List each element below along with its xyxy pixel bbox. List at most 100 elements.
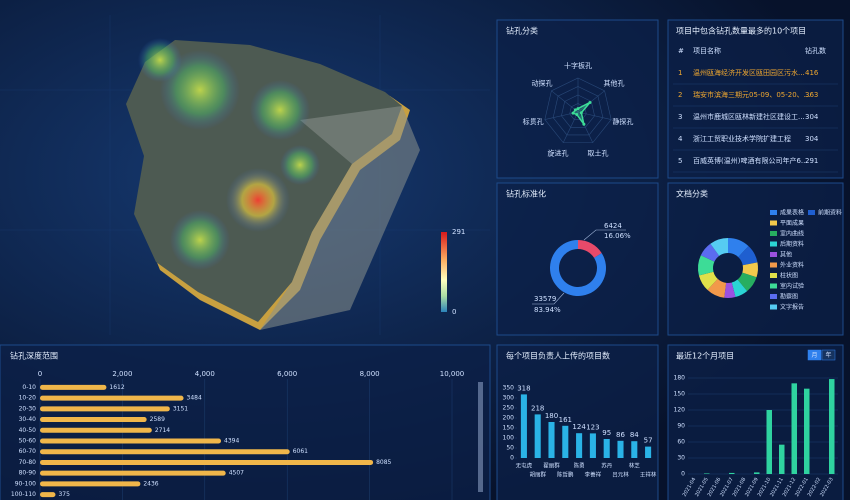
table-cell: 304 bbox=[805, 113, 819, 121]
x-tick-label: 10,000 bbox=[440, 370, 465, 378]
legend-swatch bbox=[770, 273, 777, 278]
bar bbox=[534, 414, 541, 458]
bar bbox=[40, 459, 374, 465]
legend-swatch bbox=[770, 231, 777, 236]
heat-spot bbox=[170, 210, 230, 270]
x-tick-label: 0 bbox=[38, 370, 42, 378]
table-cell: 瑞安市滨海三期元05-09、05-20、... bbox=[693, 90, 810, 99]
y-tick-label: 200 bbox=[503, 415, 515, 422]
x-tick-label: 2,000 bbox=[112, 370, 132, 378]
y-tick-label: 0 bbox=[510, 455, 514, 462]
bar bbox=[40, 406, 170, 412]
radar-spoke bbox=[577, 90, 605, 113]
donut-segment bbox=[710, 238, 728, 256]
value-label: 6061 bbox=[293, 448, 308, 455]
radar-point bbox=[571, 111, 575, 115]
x-tick-label: 李善祥 bbox=[585, 471, 602, 479]
x-tick-label: 6,000 bbox=[277, 370, 297, 378]
value-label: 2714 bbox=[155, 427, 170, 434]
panel-title: 最近12个月项目 bbox=[676, 351, 734, 361]
panel-title: 每个项目负责人上传的项目数 bbox=[506, 351, 610, 361]
radar-ring bbox=[552, 86, 604, 136]
panel-title: 文档分类 bbox=[676, 189, 708, 199]
bar bbox=[40, 417, 147, 423]
bar bbox=[704, 473, 710, 474]
bar bbox=[645, 446, 652, 458]
radar-point bbox=[576, 107, 580, 111]
legend-swatch bbox=[770, 252, 777, 257]
radar-indicator: 标贯孔 bbox=[523, 117, 544, 126]
toggle-label[interactable]: 月 bbox=[811, 352, 817, 359]
table-cell: 4 bbox=[678, 135, 683, 143]
toggle-button[interactable] bbox=[821, 349, 836, 361]
x-tick-label: 陈勇 bbox=[574, 462, 585, 470]
leader-line bbox=[532, 292, 565, 305]
bar bbox=[520, 394, 527, 458]
radar-ring bbox=[561, 94, 595, 128]
bar bbox=[603, 439, 610, 458]
heat-spot bbox=[280, 145, 320, 185]
y-tick-label: 300 bbox=[503, 395, 515, 402]
donut-segment bbox=[731, 279, 748, 298]
y-tick-label: 150 bbox=[674, 391, 686, 398]
bar bbox=[40, 481, 141, 487]
x-tick-label: 8,000 bbox=[360, 370, 380, 378]
value-label: 84 bbox=[630, 431, 639, 439]
donut-segment bbox=[550, 240, 607, 296]
table-cell: 2 bbox=[678, 91, 682, 99]
table-cell: 363 bbox=[805, 91, 818, 99]
panel bbox=[667, 19, 844, 179]
legend-label: 前期资料 bbox=[818, 209, 842, 217]
table-cell: 5 bbox=[678, 157, 682, 165]
donut-segment bbox=[700, 243, 720, 262]
value-label: 375 bbox=[58, 491, 70, 498]
y-tick-label: 100 bbox=[503, 435, 515, 442]
legend-label: 室内试验 bbox=[780, 282, 804, 290]
panel-title: 钻孔标准化 bbox=[506, 189, 546, 199]
table-header: 项目名称 bbox=[693, 46, 721, 55]
y-tick-label: 60 bbox=[677, 439, 685, 446]
value-label: 4394 bbox=[224, 438, 239, 445]
legend-label: 文字报告 bbox=[780, 303, 804, 311]
legend-swatch bbox=[770, 262, 777, 268]
radar-spoke bbox=[551, 90, 579, 113]
toggle-button[interactable] bbox=[807, 349, 822, 361]
y-tick-label: 50 bbox=[506, 445, 514, 452]
bar bbox=[562, 425, 569, 458]
table-cell: 416 bbox=[805, 69, 819, 77]
bar bbox=[576, 433, 583, 458]
map: 291 0 bbox=[126, 38, 465, 330]
value-label: 8085 bbox=[376, 459, 391, 466]
radar-ring bbox=[544, 77, 612, 143]
value-label: 57 bbox=[644, 437, 653, 445]
color-bar-max: 291 bbox=[452, 228, 465, 236]
panel-title: 钻孔分类 bbox=[506, 26, 538, 36]
value-label: 180 bbox=[545, 412, 558, 420]
legend-label: 室内曲线 bbox=[780, 230, 804, 238]
x-tick-label: 苏丹 bbox=[601, 462, 613, 470]
bar bbox=[729, 472, 735, 474]
radar-indicator: 取土孔 bbox=[587, 148, 608, 157]
bar bbox=[40, 438, 222, 444]
y-tick-label: 120 bbox=[674, 407, 686, 414]
radar-indicator: 其他孔 bbox=[603, 78, 624, 87]
scrollbar bbox=[478, 382, 483, 492]
bar bbox=[589, 433, 596, 458]
y-tick-label: 0 bbox=[681, 471, 685, 478]
bar bbox=[40, 395, 184, 401]
donut-value: 33579 bbox=[534, 295, 556, 303]
toggle-label[interactable]: 年 bbox=[825, 351, 831, 359]
value-label: 4507 bbox=[229, 470, 244, 477]
value-label: 86 bbox=[616, 431, 625, 439]
y-tick-label: 90 bbox=[677, 423, 685, 430]
y-tick-label: 150 bbox=[503, 425, 515, 432]
table-cell: 百威英博(温州)啤酒有限公司年产6... bbox=[693, 156, 808, 165]
radar-indicator: 十字板孔 bbox=[564, 61, 592, 70]
bar bbox=[631, 441, 638, 458]
value-label: 124 bbox=[572, 423, 586, 431]
legend-label: 柱状图 bbox=[780, 272, 798, 280]
donut-segment bbox=[724, 282, 736, 298]
x-tick-label: 吕元林 bbox=[612, 471, 629, 479]
table-cell: 浙江工贸职业技术学院扩建工程 bbox=[693, 134, 791, 143]
